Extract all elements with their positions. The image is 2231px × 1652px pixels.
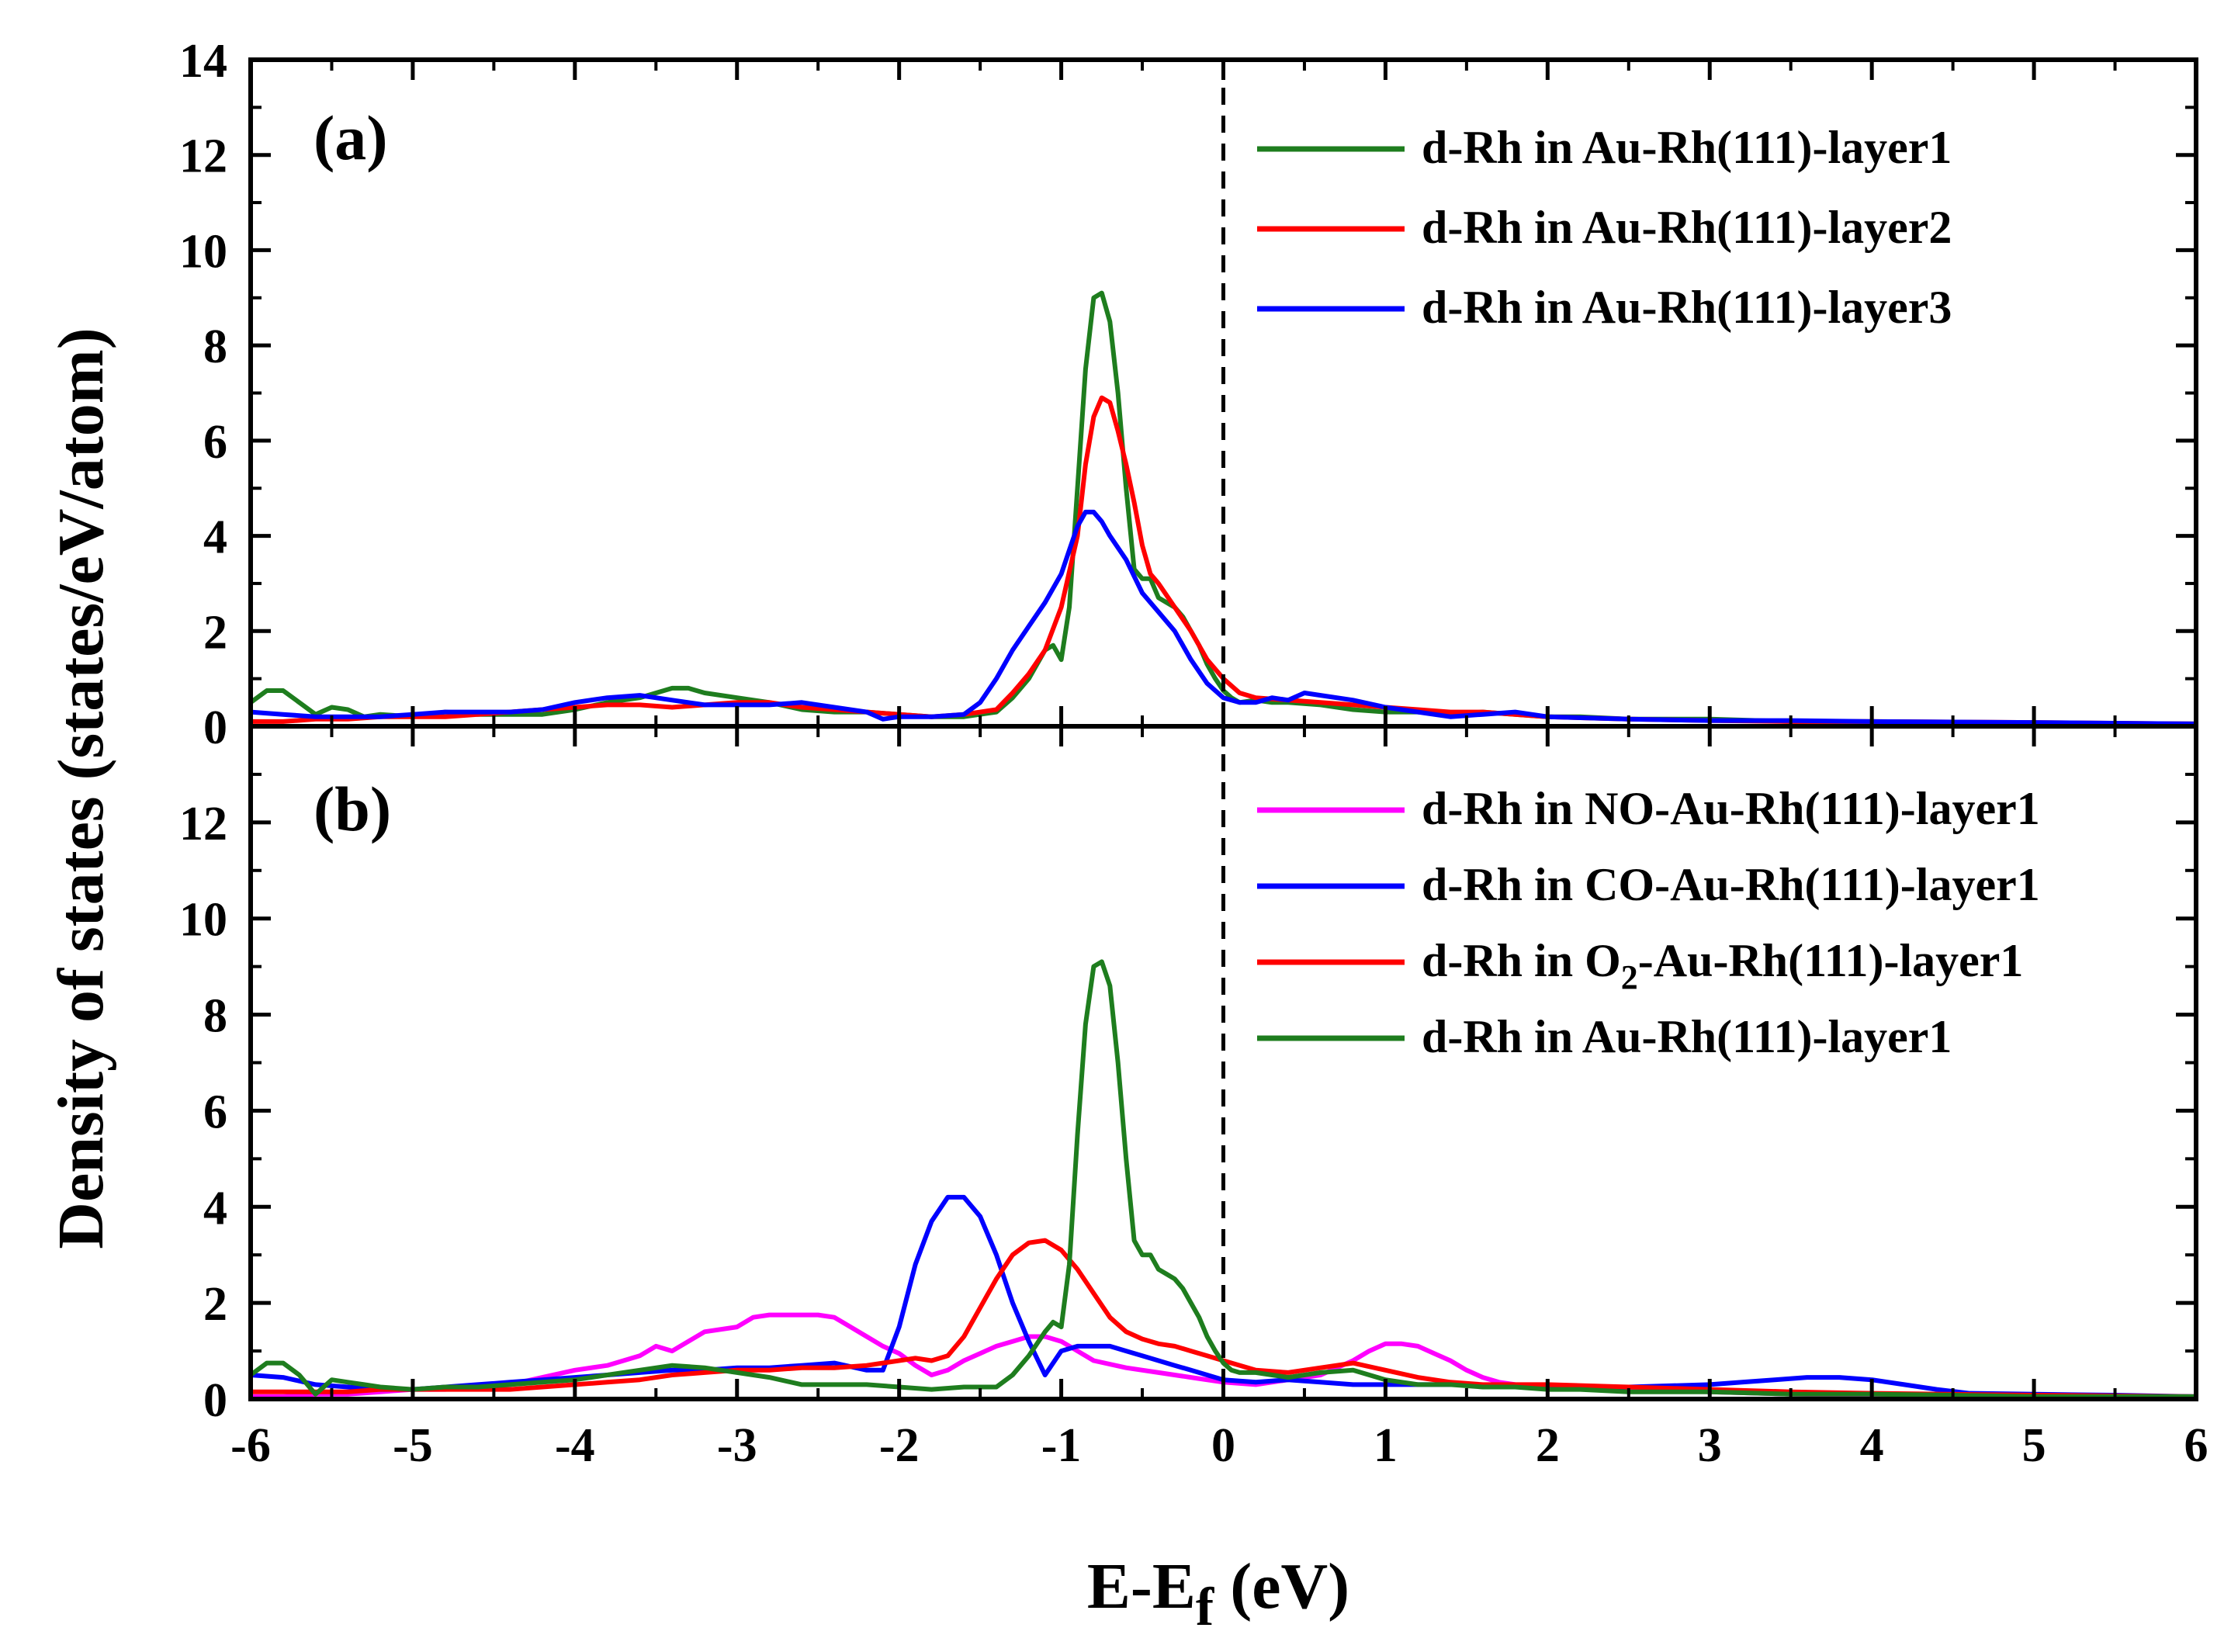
legend-label-2: d-Rh in Au-Rh(111)-layer2 bbox=[1422, 202, 1952, 253]
legend-label-2: d-Rh in CO-Au-Rh(111)-layer1 bbox=[1422, 859, 2040, 910]
x-tick-label: -6 bbox=[230, 1419, 271, 1472]
y-tick-label: 8 bbox=[203, 990, 227, 1043]
panel-a-chart: 0 2 4 6 8 10 12 14 (a) d-Rh in Au-Rh(111)-layer… bbox=[179, 35, 2198, 754]
legend-label-4: d-Rh in Au-Rh(111)-layer1 bbox=[1422, 1011, 1952, 1062]
panel-a-label: (a) bbox=[314, 102, 388, 173]
y-axis-label: Density of states (states/eV/atom) bbox=[45, 327, 117, 1249]
panel-b-label: (b) bbox=[314, 774, 391, 844]
x-tick-label: 4 bbox=[1860, 1419, 1884, 1472]
y-tick-label: 8 bbox=[203, 320, 227, 373]
panel-a-series-layer bbox=[248, 290, 2198, 726]
series-line-2 bbox=[248, 395, 2198, 726]
x-tick-label: -1 bbox=[1041, 1419, 1082, 1472]
legend-label-1: d-Rh in NO-Au-Rh(111)-layer1 bbox=[1422, 783, 2040, 834]
legend-label-1: d-Rh in Au-Rh(111)-layer1 bbox=[1422, 122, 1952, 173]
x-axis-label-main: E-E bbox=[1087, 1550, 1196, 1623]
panel-b-chart: 0 2 4 6 8 10 12 (b) d-Rh in NO-Au-Rh(111)-laye… bbox=[179, 724, 2198, 1427]
x-tick-label: -2 bbox=[879, 1419, 920, 1472]
legend-label-3: d-Rh in O2-Au-Rh(111)-layer1 bbox=[1422, 935, 2023, 996]
y-tick-label: 6 bbox=[203, 1086, 227, 1138]
y-tick-label: 2 bbox=[203, 606, 227, 659]
x-tick-label: 1 bbox=[1374, 1419, 1398, 1472]
series-line-3 bbox=[248, 1238, 2198, 1399]
panel-b-frame bbox=[248, 724, 2198, 1401]
y-tick-label: 4 bbox=[203, 1182, 227, 1235]
x-axis-label-subscript: f bbox=[1196, 1578, 1214, 1637]
y-tick-label: 12 bbox=[179, 130, 227, 183]
x-tick-label: 2 bbox=[1536, 1419, 1560, 1472]
series-line-4 bbox=[248, 959, 2198, 1399]
y-tick-label: 6 bbox=[203, 416, 227, 469]
y-tick-label: 2 bbox=[203, 1278, 227, 1331]
y-tick-label: 0 bbox=[203, 1374, 227, 1427]
x-tick-label: 3 bbox=[1698, 1419, 1722, 1472]
y-tick-label: 4 bbox=[203, 511, 227, 564]
x-tick-label: 6 bbox=[2184, 1419, 2208, 1472]
legend-label-3: d-Rh in Au-Rh(111)-layer3 bbox=[1422, 282, 1952, 333]
x-tick-label: 0 bbox=[1211, 1419, 1235, 1472]
series-line-1 bbox=[248, 1312, 2198, 1399]
panel-b-legend: d-Rh in NO-Au-Rh(111)-layer1 d-Rh in CO-A… bbox=[1257, 783, 2040, 1062]
y-tick-label: 10 bbox=[179, 894, 227, 947]
panel-b-series-layer bbox=[248, 959, 2198, 1399]
y-tick-label: 0 bbox=[203, 701, 227, 754]
x-tick-label: -4 bbox=[555, 1419, 595, 1472]
x-axis-label: E-Ef (eV) bbox=[1087, 1550, 1349, 1637]
x-tick-label: 5 bbox=[2022, 1419, 2046, 1472]
x-axis-label-unit: (eV) bbox=[1214, 1550, 1349, 1623]
series-line-3 bbox=[248, 509, 2198, 726]
panel-a-legend: d-Rh in Au-Rh(111)-layer1 d-Rh in Au-Rh(1… bbox=[1257, 122, 1952, 333]
y-tick-label: 10 bbox=[179, 225, 227, 278]
y-tick-label: 12 bbox=[179, 798, 227, 850]
x-tick-label: -5 bbox=[393, 1419, 433, 1472]
y-tick-label: 14 bbox=[179, 35, 227, 88]
x-tick-label: -3 bbox=[717, 1419, 757, 1472]
x-tick-labels: -6 -5 -4 -3 -2 -1 0 1 2 3 4 5 6 bbox=[230, 1419, 2208, 1472]
